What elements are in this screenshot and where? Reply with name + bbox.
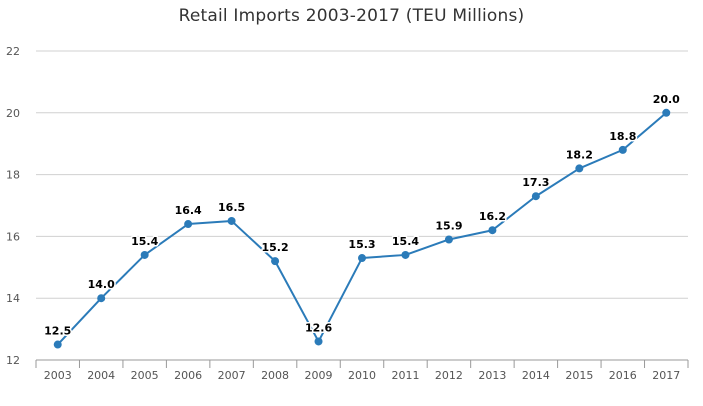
data-point bbox=[53, 340, 62, 349]
data-point bbox=[97, 294, 106, 303]
data-point bbox=[358, 254, 366, 263]
x-tick-label: 2005 bbox=[131, 369, 159, 382]
data-point bbox=[271, 257, 280, 266]
y-tick-label: 20 bbox=[6, 107, 20, 120]
y-tick-label: 12 bbox=[6, 354, 20, 367]
x-tick-label: 2016 bbox=[609, 369, 637, 382]
data-label: 17.3 bbox=[522, 176, 549, 189]
x-tick-label: 2015 bbox=[565, 369, 593, 382]
data-label: 18.8 bbox=[609, 130, 636, 143]
data-label: 15.3 bbox=[348, 238, 375, 251]
x-tick-label: 2007 bbox=[218, 369, 246, 382]
data-label: 12.5 bbox=[44, 325, 71, 338]
x-tick-label: 2008 bbox=[261, 369, 289, 382]
y-tick-label: 14 bbox=[6, 292, 20, 305]
data-point bbox=[444, 235, 453, 244]
x-tick-label: 2012 bbox=[435, 369, 463, 382]
data-point bbox=[662, 108, 671, 117]
x-tick-label: 2010 bbox=[348, 369, 376, 382]
x-tick-label: 2014 bbox=[522, 369, 550, 382]
data-label: 20.0 bbox=[653, 93, 680, 106]
data-label: 12.6 bbox=[305, 321, 332, 334]
data-label: 18.2 bbox=[566, 148, 593, 161]
data-label: 15.9 bbox=[435, 219, 462, 232]
data-point bbox=[618, 145, 627, 154]
y-tick-label: 16 bbox=[6, 230, 20, 243]
data-point bbox=[488, 226, 497, 235]
data-label: 15.4 bbox=[392, 235, 419, 248]
x-tick-label: 2013 bbox=[478, 369, 506, 382]
chart-title: Retail Imports 2003-2017 (TEU Millions) bbox=[178, 6, 525, 26]
data-label: 16.4 bbox=[175, 204, 202, 217]
data-point bbox=[531, 192, 540, 201]
x-tick-label: 2011 bbox=[391, 369, 419, 382]
data-point bbox=[314, 337, 323, 346]
data-point bbox=[575, 164, 584, 173]
data-label: 16.2 bbox=[479, 210, 506, 223]
data-label: 16.5 bbox=[218, 201, 245, 214]
x-tick-label: 2004 bbox=[87, 369, 115, 382]
y-tick-label: 22 bbox=[6, 45, 20, 58]
x-tick-label: 2017 bbox=[652, 369, 680, 382]
data-point bbox=[401, 250, 410, 259]
x-tick-label: 2003 bbox=[44, 369, 72, 382]
data-point bbox=[227, 216, 236, 225]
data-point bbox=[140, 250, 149, 259]
data-label: 15.4 bbox=[131, 235, 158, 248]
data-point bbox=[184, 220, 193, 229]
y-tick-label: 18 bbox=[6, 169, 20, 182]
data-label: 15.2 bbox=[261, 241, 288, 254]
x-tick-label: 2009 bbox=[305, 369, 333, 382]
x-tick-label: 2006 bbox=[174, 369, 202, 382]
data-label: 14.0 bbox=[88, 278, 115, 291]
